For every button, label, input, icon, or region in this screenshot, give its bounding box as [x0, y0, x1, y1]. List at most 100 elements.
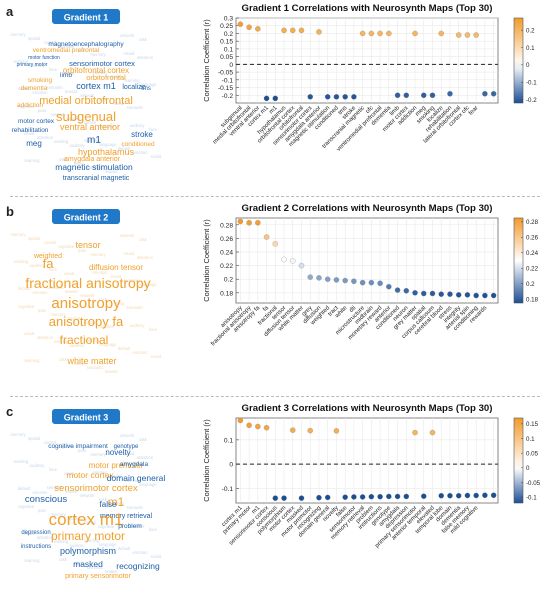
colorbar — [514, 218, 523, 303]
panel-gradient-3: c memory semantic learning visual cognitive t… — [0, 400, 550, 590]
cloud-faint-word: cognitive — [58, 244, 75, 249]
data-point — [369, 494, 374, 499]
colorbar — [514, 18, 523, 103]
data-point — [395, 494, 400, 499]
y-tick-label: 0.1 — [224, 437, 233, 444]
data-point — [308, 428, 313, 433]
y-tick-label: -0.2 — [222, 93, 234, 100]
colorbar-tick-label: -0.05 — [526, 480, 541, 487]
cloud-word: addiction — [17, 102, 43, 109]
y-tick-label: 0.25 — [220, 23, 233, 30]
cloud-faint-word: spatial — [28, 236, 40, 241]
data-point — [456, 292, 461, 297]
colorbar-tick-label: 0.2 — [526, 27, 535, 34]
cloud-word: masked — [73, 559, 103, 569]
cloud-word: cortex m1 — [76, 81, 116, 91]
cloud-word: medial orbitofrontal — [39, 95, 133, 107]
colorbar-tick-label: -0.1 — [526, 79, 537, 86]
data-point — [491, 493, 496, 498]
cloud-word: depression — [21, 530, 50, 536]
data-point — [325, 277, 330, 282]
data-point — [238, 219, 243, 224]
x-tick-label: fractional anisotropy — [210, 305, 252, 347]
cloud-word: primary motor — [17, 62, 48, 68]
panel-gradient-1: a memory semantic learning visual cognitive t… — [0, 0, 550, 190]
cloud-faint-word: task — [139, 37, 148, 42]
cloud-word: conditioned — [121, 141, 155, 148]
y-axis-label: Correlation Coefficient (r) — [202, 419, 211, 501]
data-point — [290, 258, 295, 263]
colorbar-tick-label: -0.1 — [526, 494, 537, 501]
data-point — [308, 94, 313, 99]
colorbar-tick-label: 0.05 — [526, 450, 539, 457]
colorbar-tick-label: 0.24 — [526, 250, 539, 257]
cloud-faint-word: memory — [10, 232, 26, 237]
data-point — [378, 31, 383, 36]
colorbar-tick-label: 0.18 — [526, 296, 539, 303]
cloud-faint-word: social — [151, 354, 162, 359]
data-point — [395, 93, 400, 98]
data-point — [273, 96, 278, 101]
data-point — [386, 31, 391, 36]
data-point — [351, 279, 356, 284]
colorbar-tick-label: 0 — [526, 62, 530, 69]
data-point — [404, 288, 409, 293]
data-point — [351, 494, 356, 499]
data-point — [299, 496, 304, 501]
cloud-word: anisotropy fa — [49, 314, 124, 329]
chart-svg: Gradient 3 Correlations with Neurosynth … — [196, 400, 546, 588]
cloud-faint-word: default — [118, 346, 131, 351]
panel-divider — [10, 196, 540, 197]
data-point — [439, 493, 444, 498]
cloud-word: rehabilitation — [12, 127, 49, 134]
cloud-faint-word: learning — [25, 158, 41, 163]
data-point — [404, 93, 409, 98]
y-axis-label: Correlation Coefficient (r) — [202, 219, 211, 301]
cloud-faint-word: learning — [125, 78, 141, 83]
y-tick-label: 0.15 — [220, 39, 233, 46]
cloud-word: limb — [60, 72, 72, 79]
cloud-word: recognizing — [116, 561, 160, 571]
cloud-word: genotype — [114, 444, 139, 450]
y-tick-label: 0.3 — [224, 16, 233, 23]
data-point — [316, 495, 321, 500]
data-point — [465, 32, 470, 37]
cloud-faint-word: working — [14, 259, 29, 264]
data-point — [334, 94, 339, 99]
data-point — [474, 32, 479, 37]
data-point — [474, 293, 479, 298]
correlation-chart: Gradient 1 Correlations with Neurosynth … — [196, 0, 546, 188]
cloud-faint-word: default — [18, 486, 31, 491]
data-point — [308, 275, 313, 280]
y-tick-label: 0.18 — [220, 290, 233, 297]
data-point — [343, 495, 348, 500]
data-point — [360, 31, 365, 36]
y-tick-label: 0.22 — [220, 263, 233, 270]
cloud-faint-word: spatial — [28, 36, 40, 41]
cloud-faint-word: task — [59, 557, 68, 562]
cloud-word: tms — [141, 86, 151, 92]
cloud-faint-word: attention — [137, 455, 154, 460]
colorbar-tick-label: 0.2 — [526, 281, 535, 288]
cloud-faint-word: memory — [90, 452, 106, 457]
correlation-chart: Gradient 2 Correlations with Neurosynth … — [196, 200, 546, 388]
y-tick-label: 0.28 — [220, 222, 233, 229]
y-tick-label: 0.24 — [220, 250, 233, 257]
gradient-badge: Gradient 3 — [52, 409, 120, 424]
data-point — [360, 280, 365, 285]
chart-title: Gradient 1 Correlations with Neurosynth … — [242, 3, 493, 14]
cloud-faint-word: social — [151, 154, 162, 159]
word-cloud: memory semantic learning visual cognitive tas… — [6, 206, 166, 384]
cloud-faint-word: face — [149, 527, 158, 532]
colorbar-tick-label: 0 — [526, 465, 530, 472]
data-point — [386, 494, 391, 499]
cloud-word: meg — [26, 139, 42, 148]
cloud-word: dementia — [21, 85, 48, 92]
data-point — [412, 31, 417, 36]
colorbar-tick-label: 0.1 — [526, 45, 535, 52]
data-point — [334, 428, 339, 433]
cloud-word: amygdala — [120, 461, 149, 468]
word-cloud-svg: memorysemanticlearningvisualcognitivetas… — [6, 6, 166, 184]
cloud-faint-word: visual — [124, 51, 135, 56]
data-point — [316, 275, 321, 280]
